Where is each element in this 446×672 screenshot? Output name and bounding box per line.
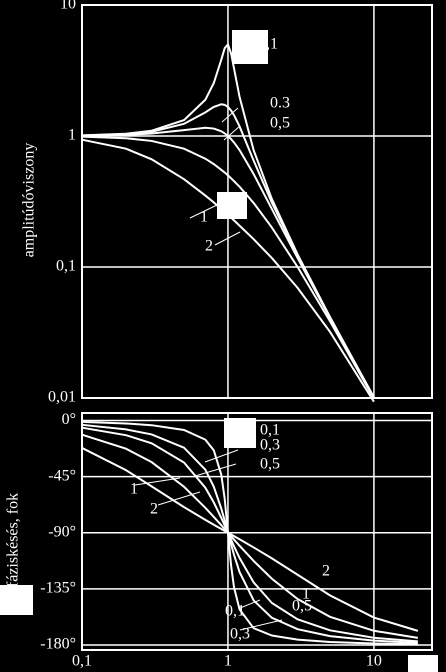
series-label: 0,1	[225, 603, 245, 620]
series-label: 0.3	[270, 95, 290, 112]
label-leader	[223, 125, 241, 141]
y-tick-label: 10	[60, 0, 76, 13]
mask-box	[408, 655, 438, 672]
series-line	[81, 135, 375, 400]
series-label: 0,5	[260, 456, 280, 473]
y-tick-label: 0°	[62, 411, 76, 428]
label-leader	[221, 107, 239, 123]
series-label: 0,1	[260, 422, 280, 439]
y-tick-label: 1	[68, 127, 76, 144]
series-label: 0,3	[260, 437, 280, 454]
series-line	[81, 447, 419, 632]
plot-frame	[81, 412, 433, 651]
series-line	[81, 423, 418, 644]
y-tick-label: -135°	[40, 580, 76, 597]
series-line	[81, 426, 418, 643]
y-tick-label: -90°	[48, 523, 76, 540]
series-label: 2	[150, 501, 158, 518]
label-leader	[239, 619, 283, 631]
series-line	[81, 420, 418, 646]
series-label: 0,3	[230, 626, 250, 643]
mask-box	[217, 192, 247, 219]
y-tick-label: 0,1	[56, 258, 76, 275]
label-leader	[214, 231, 241, 246]
series-label: 1	[130, 481, 138, 498]
mask-box	[232, 30, 268, 64]
series-line	[81, 42, 375, 398]
series-label: 2	[322, 563, 330, 580]
series-label: 0,5	[292, 598, 312, 615]
label-leader	[189, 204, 218, 219]
series-line	[81, 433, 419, 639]
x-tick-label: 1	[224, 653, 232, 670]
x-tick-label: 10	[366, 653, 382, 670]
mask-box	[224, 418, 256, 448]
mask-box	[0, 585, 33, 615]
label-leader	[157, 491, 201, 506]
y-axis-label: fáziskésés, fok	[5, 493, 22, 587]
label-leader	[204, 449, 239, 463]
series-label: 1	[200, 209, 208, 226]
y-tick-label: -180°	[40, 636, 76, 653]
x-tick-label: 0,1	[72, 653, 92, 670]
series-label: 2	[205, 238, 213, 255]
series-line	[81, 103, 375, 398]
label-leader	[194, 463, 237, 477]
series-label: 1	[302, 586, 310, 603]
y-tick-label: 0,01	[48, 389, 76, 406]
series-label: 0,5	[270, 115, 290, 132]
y-axis-label: amplitúdóviszony	[21, 143, 38, 258]
label-leader	[239, 599, 261, 609]
label-leader	[134, 477, 181, 486]
y-tick-label: -45°	[48, 467, 76, 484]
